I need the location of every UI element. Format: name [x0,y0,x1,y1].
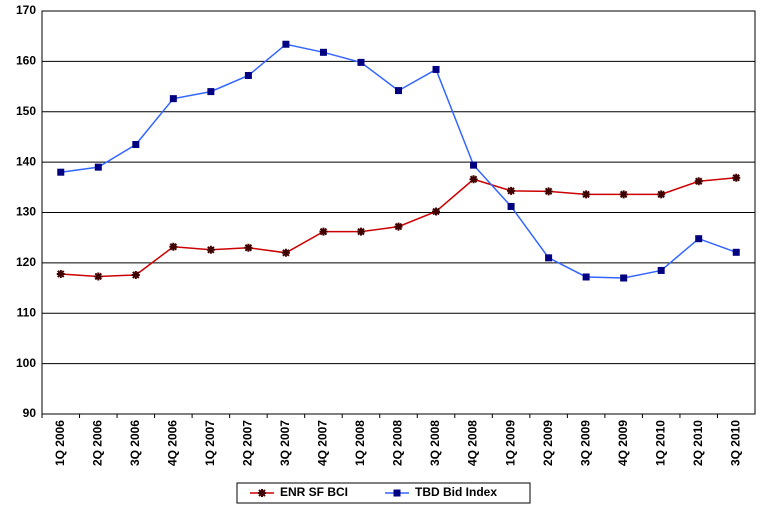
marker [131,270,140,279]
y-tick-label: 100 [16,356,36,370]
y-tick-label: 160 [16,54,36,68]
x-tick-label: 4Q 2006 [166,420,180,466]
y-tick-label: 150 [16,104,36,118]
marker [732,173,741,182]
legend-label: TBD Bid Index [415,485,497,499]
x-tick-label: 3Q 2008 [428,420,442,466]
marker [94,272,103,281]
marker [507,202,515,210]
marker [695,235,703,243]
legend-box [236,482,531,504]
marker [357,58,365,66]
x-tick-label: 4Q 2007 [316,420,330,466]
marker [56,269,65,278]
x-tick-label: 4Q 2009 [616,420,630,466]
y-tick-label: 170 [16,3,36,17]
y-tick-label: 130 [16,205,36,219]
y-tick-label: 140 [16,154,36,168]
marker [394,222,403,231]
marker [258,489,266,497]
x-tick-label: 2Q 2009 [541,420,555,466]
marker [393,489,401,497]
y-tick-label: 120 [16,255,36,269]
marker [619,190,628,199]
marker [469,175,478,184]
marker [319,227,328,236]
x-tick-label: 1Q 2007 [203,420,217,466]
marker [244,71,252,79]
legend-label: ENR SF BCI [280,485,348,499]
marker [57,168,65,176]
marker [470,161,478,169]
x-tick-label: 3Q 2009 [578,420,592,466]
marker [657,266,665,274]
marker [432,65,440,73]
marker [657,190,666,199]
marker [94,163,102,171]
marker [544,187,553,196]
marker [732,248,740,256]
x-tick-label: 2Q 2008 [391,420,405,466]
x-tick-label: 2Q 2006 [90,420,104,466]
marker [282,40,290,48]
marker [545,254,553,262]
x-tick-label: 3Q 2010 [728,420,742,466]
marker [244,243,253,252]
marker [356,227,365,236]
marker [281,248,290,257]
marker [694,177,703,186]
y-tick-label: 110 [17,305,37,319]
series-line [60,43,737,279]
x-tick-label: 2Q 2010 [691,420,705,466]
marker [507,186,516,195]
x-tick-label: 1Q 2006 [53,420,67,466]
marker [395,87,402,95]
marker [206,245,215,254]
x-tick-label: 1Q 2010 [653,420,667,466]
x-tick-label: 2Q 2007 [241,420,255,466]
marker [432,207,441,216]
y-tick-label: 90 [23,406,37,420]
x-tick-label: 3Q 2006 [128,420,142,466]
marker [169,242,178,251]
marker [169,95,177,103]
marker [319,48,327,56]
marker [582,273,590,281]
x-tick-label: 3Q 2007 [278,420,292,466]
marker [620,274,628,282]
marker [582,190,591,199]
x-tick-label: 4Q 2008 [466,420,480,466]
marker [207,88,215,96]
marker [132,140,140,148]
x-tick-label: 1Q 2009 [503,420,517,466]
x-tick-label: 1Q 2008 [353,420,367,466]
